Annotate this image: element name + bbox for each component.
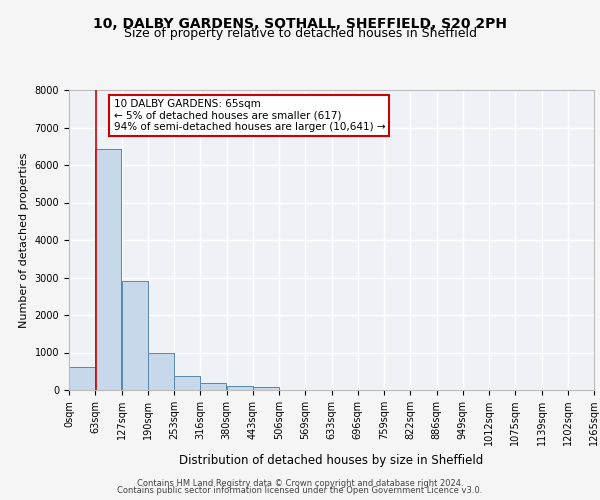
Bar [227,386,253,390]
Text: Size of property relative to detached houses in Sheffield: Size of property relative to detached ho… [124,28,476,40]
Text: Contains HM Land Registry data © Crown copyright and database right 2024.: Contains HM Land Registry data © Crown c… [137,478,463,488]
Bar [69,367,95,390]
Bar [148,352,174,390]
X-axis label: Distribution of detached houses by size in Sheffield: Distribution of detached houses by size … [179,454,484,466]
Text: Contains public sector information licensed under the Open Government Licence v3: Contains public sector information licen… [118,486,482,495]
Text: 10 DALBY GARDENS: 65sqm
← 5% of detached houses are smaller (617)
94% of semi-de: 10 DALBY GARDENS: 65sqm ← 5% of detached… [113,99,385,132]
Bar [200,384,226,390]
Bar [253,387,279,390]
Bar [122,281,148,390]
Y-axis label: Number of detached properties: Number of detached properties [19,152,29,328]
Bar [95,149,121,390]
Text: 10, DALBY GARDENS, SOTHALL, SHEFFIELD, S20 2PH: 10, DALBY GARDENS, SOTHALL, SHEFFIELD, S… [93,18,507,32]
Bar [174,376,200,390]
